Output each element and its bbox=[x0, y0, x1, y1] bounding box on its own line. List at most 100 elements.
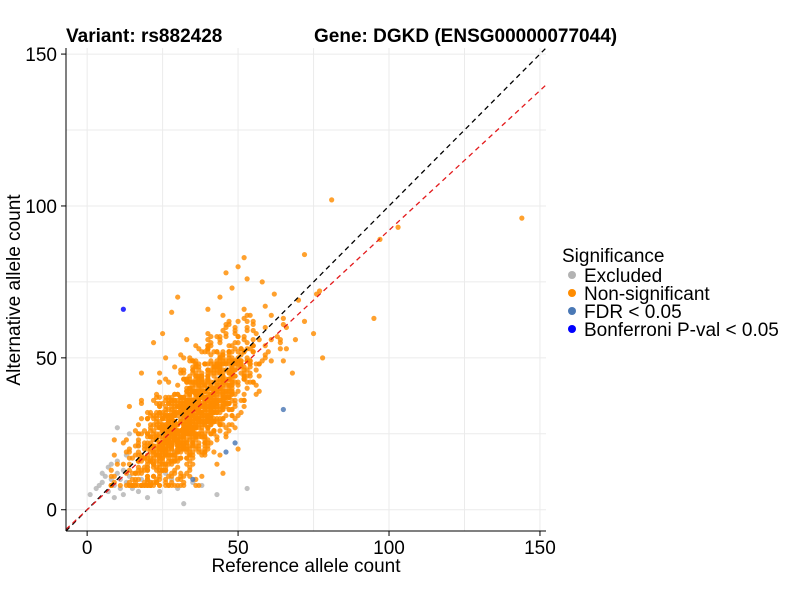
data-point bbox=[199, 434, 205, 440]
data-point bbox=[135, 437, 142, 443]
data-point bbox=[138, 482, 145, 489]
series-bonferroni-p-val-0-05 bbox=[120, 306, 126, 312]
data-point bbox=[199, 473, 205, 479]
x-tick-label: 50 bbox=[228, 538, 249, 559]
data-point bbox=[135, 488, 142, 495]
data-point bbox=[147, 428, 154, 434]
data-point bbox=[172, 437, 178, 443]
data-point bbox=[280, 315, 286, 321]
data-point bbox=[147, 409, 154, 416]
data-point bbox=[229, 385, 235, 391]
data-point bbox=[211, 431, 217, 437]
data-point bbox=[220, 352, 226, 358]
legend-label: Excluded bbox=[584, 266, 662, 287]
data-point bbox=[190, 367, 196, 373]
data-point bbox=[223, 358, 229, 364]
data-point bbox=[229, 343, 235, 349]
data-point bbox=[163, 376, 169, 382]
data-point bbox=[214, 385, 220, 391]
data-point bbox=[138, 470, 145, 476]
data-point bbox=[156, 419, 163, 425]
data-point bbox=[205, 330, 211, 337]
data-point bbox=[181, 355, 187, 361]
data-point bbox=[280, 358, 286, 364]
data-point bbox=[271, 291, 277, 297]
data-point bbox=[214, 491, 220, 498]
data-point bbox=[181, 501, 187, 507]
data-point bbox=[310, 330, 317, 337]
data-point bbox=[150, 397, 157, 403]
data-point bbox=[153, 425, 160, 431]
data-point bbox=[178, 443, 184, 449]
data-point bbox=[211, 373, 217, 379]
data-point bbox=[184, 440, 190, 446]
data-point bbox=[223, 449, 229, 455]
data-point bbox=[181, 473, 187, 479]
data-point bbox=[184, 425, 190, 431]
data-point bbox=[202, 416, 208, 422]
data-point bbox=[220, 470, 226, 476]
legend-swatch bbox=[568, 307, 576, 315]
data-point bbox=[120, 461, 126, 467]
data-point bbox=[196, 449, 202, 455]
data-point bbox=[220, 376, 226, 382]
data-point bbox=[223, 270, 229, 276]
data-point bbox=[175, 464, 181, 470]
data-point bbox=[178, 455, 184, 461]
data-point bbox=[126, 403, 132, 410]
data-point bbox=[256, 373, 262, 379]
data-point bbox=[268, 312, 274, 318]
data-point bbox=[99, 479, 105, 485]
data-point bbox=[226, 394, 232, 400]
data-point bbox=[214, 394, 220, 400]
data-point bbox=[147, 482, 154, 489]
data-point bbox=[187, 419, 193, 425]
data-point bbox=[156, 467, 163, 473]
y-tick-label: 150 bbox=[25, 45, 57, 66]
data-point bbox=[250, 321, 256, 328]
data-point bbox=[184, 337, 190, 343]
data-point bbox=[235, 446, 241, 452]
data-point bbox=[169, 394, 175, 400]
data-point bbox=[190, 476, 196, 482]
data-point bbox=[114, 461, 120, 467]
data-point bbox=[120, 491, 126, 498]
data-point bbox=[395, 224, 401, 230]
data-point bbox=[250, 379, 256, 385]
data-point bbox=[244, 340, 250, 346]
data-point bbox=[126, 446, 132, 452]
data-point bbox=[163, 412, 169, 419]
legend: Significance ExcludedNon-significantFDR … bbox=[562, 246, 779, 341]
data-point bbox=[211, 349, 217, 355]
data-point bbox=[135, 422, 142, 428]
legend-label: Non-significant bbox=[584, 284, 710, 305]
data-point bbox=[217, 422, 223, 428]
x-tick-label: 100 bbox=[373, 538, 405, 559]
legend-swatch bbox=[568, 271, 576, 279]
data-point bbox=[181, 406, 187, 413]
legend-swatch bbox=[568, 325, 576, 333]
data-point bbox=[111, 437, 117, 443]
data-point bbox=[301, 318, 308, 324]
data-point bbox=[268, 358, 274, 364]
data-point bbox=[135, 476, 142, 482]
series-fdr-0-05 bbox=[190, 406, 286, 482]
data-point bbox=[156, 394, 163, 400]
data-point bbox=[232, 367, 238, 373]
data-point bbox=[301, 251, 308, 258]
data-point bbox=[229, 285, 235, 291]
data-point bbox=[193, 482, 199, 489]
data-point bbox=[166, 449, 172, 455]
x-tick-label: 150 bbox=[524, 538, 556, 559]
data-point bbox=[223, 382, 229, 388]
data-point bbox=[235, 382, 241, 388]
data-point bbox=[244, 312, 250, 318]
data-point bbox=[169, 416, 175, 422]
data-point bbox=[156, 452, 163, 458]
data-point bbox=[214, 400, 220, 407]
data-point bbox=[232, 440, 238, 446]
data-point bbox=[120, 440, 126, 446]
data-point bbox=[175, 422, 181, 428]
data-point bbox=[283, 346, 289, 352]
